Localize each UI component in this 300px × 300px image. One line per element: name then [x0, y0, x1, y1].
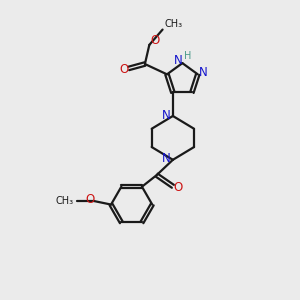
Text: H: H: [184, 51, 191, 61]
Text: O: O: [119, 63, 128, 76]
Text: CH₃: CH₃: [56, 196, 74, 206]
Text: N: N: [174, 54, 183, 67]
Text: O: O: [173, 181, 183, 194]
Text: O: O: [85, 193, 94, 206]
Text: N: N: [162, 152, 170, 165]
Text: O: O: [150, 34, 159, 47]
Text: N: N: [162, 109, 170, 122]
Text: CH₃: CH₃: [165, 19, 183, 29]
Text: N: N: [199, 66, 208, 80]
